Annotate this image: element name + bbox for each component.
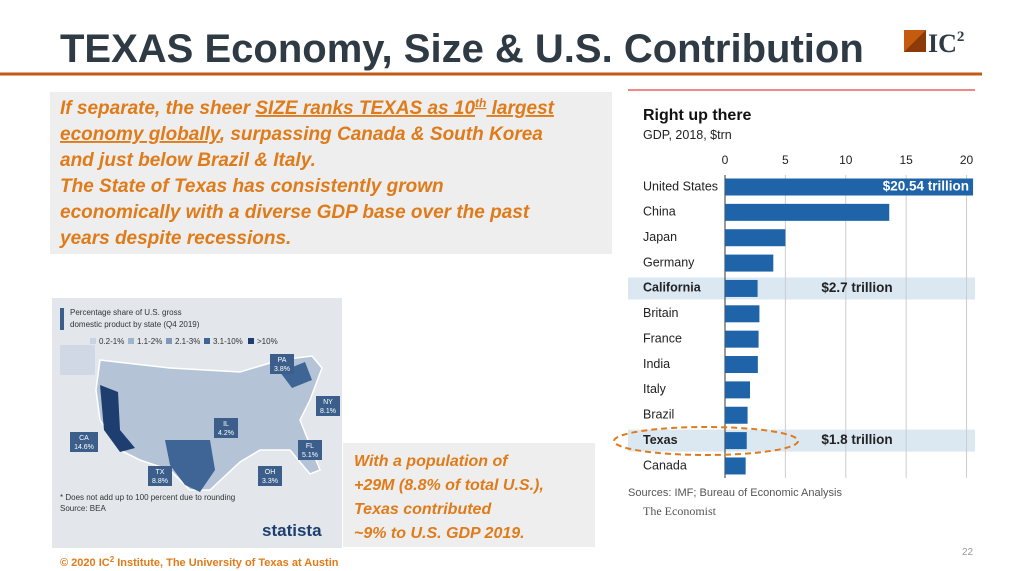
bar xyxy=(725,432,747,450)
bar xyxy=(725,406,748,424)
map-note: * Does not add up to 100 percent due to … xyxy=(60,493,235,502)
intro-line: years despite recessions. xyxy=(59,228,291,249)
intro-line: The State of Texas has consistently grow… xyxy=(60,176,444,197)
bar xyxy=(725,254,774,272)
map-legend: >10% xyxy=(257,337,278,346)
text: 2 xyxy=(110,555,115,564)
x-tick-label: 20 xyxy=(960,153,974,167)
text: © 2020 IC xyxy=(60,557,110,569)
intro-line: If separate, the sheer SIZE ranks TEXAS … xyxy=(60,96,555,119)
bar xyxy=(725,457,746,475)
category-label: France xyxy=(643,331,682,345)
category-label: Britain xyxy=(643,306,678,320)
callout-line: ~9% to U.S. GDP 2019. xyxy=(354,525,525,542)
text: th xyxy=(475,96,486,110)
bar xyxy=(725,279,758,297)
intro-line: and just below Brazil & Italy. xyxy=(60,150,316,171)
highlight-band xyxy=(628,429,975,452)
bar xyxy=(725,229,786,247)
bar xyxy=(725,381,750,399)
bar xyxy=(725,203,890,221)
x-tick-label: 10 xyxy=(839,153,853,167)
x-tick-label: 0 xyxy=(722,153,729,167)
map-title: domestic product by state (Q4 2019) xyxy=(70,320,200,329)
callout-line: Texas contributed xyxy=(354,501,492,518)
map-legend: 1.1-2% xyxy=(137,337,162,346)
intro-line: economy globally, surpassing Canada & So… xyxy=(60,124,543,145)
state-share: 8.1% xyxy=(320,408,336,415)
state-code: NY xyxy=(323,399,333,406)
state-code: PA xyxy=(278,357,287,364)
category-label: Texas xyxy=(643,433,678,447)
chart-title: Right up there xyxy=(643,107,752,124)
state-code: IL xyxy=(223,421,229,428)
state-code: CA xyxy=(79,435,89,442)
map-panel: Percentage share of U.S. gross domestic … xyxy=(52,298,342,548)
x-tick-label: 5 xyxy=(782,153,789,167)
text: economy globally xyxy=(60,124,222,145)
intro-box xyxy=(50,92,612,254)
bar xyxy=(725,330,759,348)
logo-main: IC xyxy=(928,29,957,58)
page-number: 22 xyxy=(962,547,974,558)
intro-line: economically with a diverse GDP base ove… xyxy=(60,202,530,223)
state-share: 8.8% xyxy=(152,478,168,485)
bar xyxy=(725,178,974,196)
text: largest xyxy=(486,98,554,119)
chart-source: Sources: IMF; Bureau of Economic Analysi… xyxy=(628,487,842,499)
category-label: Japan xyxy=(643,230,677,244)
map-title: Percentage share of U.S. gross xyxy=(70,308,182,317)
category-label: Brazil xyxy=(643,408,674,422)
state-code: OH xyxy=(265,469,276,476)
state-share: 3.8% xyxy=(274,366,290,373)
map-source: Source: BEA xyxy=(60,504,106,513)
slide-title: TEXAS Economy, Size & U.S. Contribution xyxy=(60,27,864,71)
map-legend: 0.2-1% xyxy=(99,337,124,346)
category-label: Italy xyxy=(643,382,667,396)
value-label: $1.8 trillion xyxy=(821,432,892,447)
logo-sup: 2 xyxy=(957,29,965,45)
footer: © 2020 IC2 Institute, The University of … xyxy=(60,555,339,569)
highlight-band xyxy=(628,277,975,300)
texas-highlight xyxy=(613,426,799,456)
text: SIZE ranks TEXAS as 10 xyxy=(255,98,475,119)
value-label: $2.7 trillion xyxy=(821,280,892,295)
text: If separate, the sheer xyxy=(60,98,255,119)
state-code: FL xyxy=(306,443,314,450)
bar xyxy=(725,356,758,374)
state-share: 14.6% xyxy=(74,444,94,451)
category-label: Canada xyxy=(643,458,687,472)
state-code: TX xyxy=(156,469,165,476)
state-share: 4.2% xyxy=(218,430,234,437)
logo-text: IC2 xyxy=(928,29,964,58)
callout-line: With a population of xyxy=(354,453,509,470)
chart-brand: The Economist xyxy=(643,504,717,518)
map-legend: 2.1-3% xyxy=(175,337,200,346)
map-brand: statista xyxy=(262,521,322,540)
category-label: India xyxy=(643,357,670,371)
value-label: $20.54 trillion xyxy=(883,179,969,194)
callout-line: +29M (8.8% of total U.S.), xyxy=(354,477,544,494)
logo: IC2 xyxy=(904,29,964,58)
category-label: China xyxy=(643,205,676,219)
bar-chart: 0 5 10 15 20 United States $20.54 trillion Chin… xyxy=(628,153,975,478)
text: , surpassing Canada & South Korea xyxy=(219,124,543,145)
bar xyxy=(725,305,760,323)
text: Institute, The University of Texas at Au… xyxy=(114,557,339,569)
map-legend: 3.1-10% xyxy=(213,337,243,346)
category-label: California xyxy=(643,281,702,295)
category-label: United States xyxy=(643,179,718,193)
x-tick-label: 15 xyxy=(899,153,913,167)
state-share: 5.1% xyxy=(302,452,318,459)
callout-box xyxy=(343,443,595,547)
category-label: Germany xyxy=(643,255,695,269)
chart-subtitle: GDP, 2018, $trn xyxy=(643,128,732,142)
state-share: 3.3% xyxy=(262,478,278,485)
